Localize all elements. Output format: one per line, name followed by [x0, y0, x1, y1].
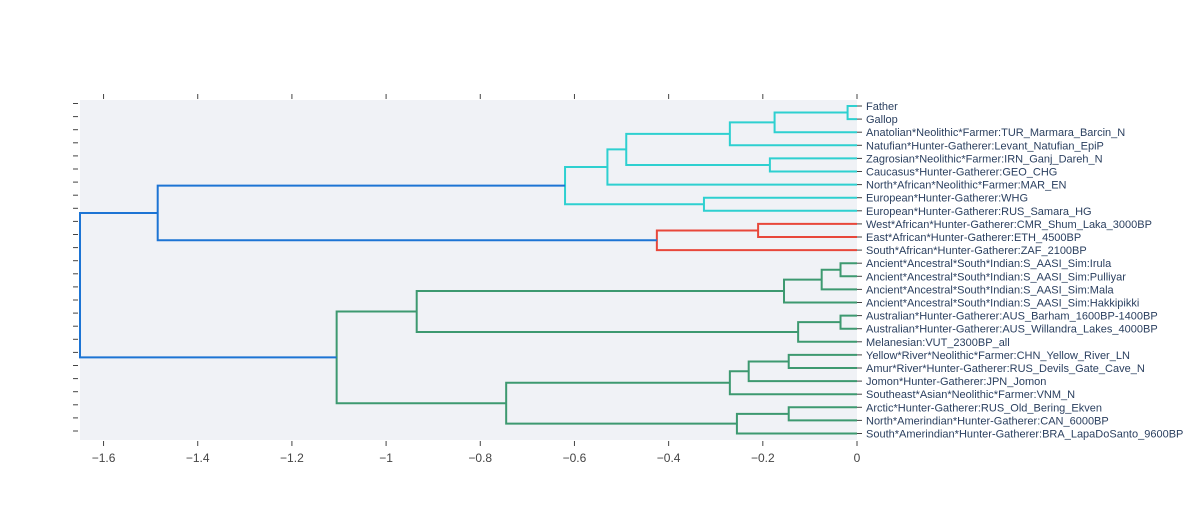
- dendrogram-branches: [79, 105, 857, 435]
- dendrogram-branch: [702, 196, 857, 212]
- plot-background: [80, 100, 857, 440]
- leaf-label: Ancient*Ancestral*South*Indian:S_AASI_Si…: [866, 271, 1126, 283]
- x-tick-label: −1.2: [280, 451, 304, 465]
- leaf-label: East*African*Hunter-Gatherer:ETH_4500BP: [866, 232, 1081, 244]
- leaf-label: Melanesian:VUT_2300BP_all: [866, 337, 1010, 349]
- x-tick-label: −1.6: [92, 451, 116, 465]
- leaf-label: North*Amerindian*Hunter-Gatherer:CAN_600…: [866, 415, 1109, 427]
- leaf-label: Zagrosian*Neolithic*Farmer:IRN_Ganj_Dare…: [866, 153, 1103, 165]
- dendrogram-branch: [768, 157, 857, 173]
- leaf-label: South*African*Hunter-Gatherer:ZAF_2100BP: [866, 245, 1087, 257]
- leaf-label: Jomon*Hunter-Gatherer:JPN_Jomon: [866, 376, 1046, 388]
- leaf-label: Caucasus*Hunter-Gatherer:GEO_CHG: [866, 167, 1057, 179]
- x-tick-label: −0.4: [657, 451, 681, 465]
- leaf-label: South*Amerindian*Hunter-Gatherer:BRA_Lap…: [866, 429, 1183, 441]
- dendrogram-branch: [747, 360, 857, 383]
- dendrogram-branch: [820, 268, 857, 291]
- leaf-label: Yellow*River*Neolithic*Farmer:CHN_Yellow…: [866, 350, 1130, 362]
- dendrogram-branch: [79, 211, 337, 359]
- leaf-label: West*African*Hunter-Gatherer:CMR_Shum_La…: [866, 219, 1152, 231]
- leaf-label: Australian*Hunter-Gatherer:AUS_Willandra…: [866, 324, 1158, 336]
- leaf-label: Amur*River*Hunter-Gatherer:RUS_Devils_Ga…: [866, 363, 1145, 375]
- leaf-label: Arctic*Hunter-Gatherer:RUS_Old_Bering_Ek…: [866, 402, 1102, 414]
- dendrogram-branch: [728, 121, 857, 147]
- leaf-label: Australian*Hunter-Gatherer:AUS_Barham_16…: [866, 311, 1158, 323]
- dendrogram-branch: [625, 132, 770, 166]
- leaf-label: North*African*Neolithic*Farmer:MAR_EN: [866, 180, 1067, 192]
- dendrogram-branch: [846, 105, 857, 121]
- leaf-label: Natufian*Hunter-Gatherer:Levant_Natufian…: [866, 140, 1104, 152]
- leaf-label: Gallop: [866, 114, 898, 126]
- x-tick-label: −0.2: [751, 451, 775, 465]
- leaf-label: Southeast*Asian*Neolithic*Farmer:VNM_N: [866, 389, 1075, 401]
- x-tick-label: −1.4: [186, 451, 210, 465]
- x-tick-label: 0: [854, 451, 861, 465]
- left-axis-ticks: [73, 103, 78, 432]
- leaf-label: Ancient*Ancestral*South*Indian:S_AASI_Si…: [866, 258, 1112, 270]
- dendrogram-branch: [505, 381, 737, 425]
- leaf-labels: FatherGallopAnatolian*Neolithic*Farmer:T…: [866, 101, 1183, 441]
- leaf-label: Father: [866, 101, 898, 113]
- leaf-label: European*Hunter-Gatherer:WHG: [866, 193, 1028, 205]
- leaf-label: Ancient*Ancestral*South*Indian:S_AASI_Si…: [866, 284, 1115, 296]
- x-axis: −1.6 −1.4 −1.2 −1 −0.8 −0.6 −0.4 −0.2 0: [92, 441, 861, 465]
- x-tick-label: −0.6: [563, 451, 587, 465]
- leaf-label: Anatolian*Neolithic*Farmer:TUR_Marmara_B…: [866, 127, 1125, 139]
- dendrogram-branch: [773, 111, 857, 134]
- leaf-label: European*Hunter-Gatherer:RUS_Samara_HG: [866, 206, 1092, 218]
- top-axis-ticks: [103, 94, 858, 99]
- x-tick-label: −0.8: [468, 451, 492, 465]
- leaf-label: Ancient*Ancestral*South*Indian:S_AASI_Si…: [866, 298, 1139, 310]
- dendrogram-branch: [728, 370, 857, 396]
- dendrogram-branch: [655, 229, 857, 252]
- leaf-tick-marks: [857, 105, 862, 434]
- x-tick-label: −1: [379, 451, 393, 465]
